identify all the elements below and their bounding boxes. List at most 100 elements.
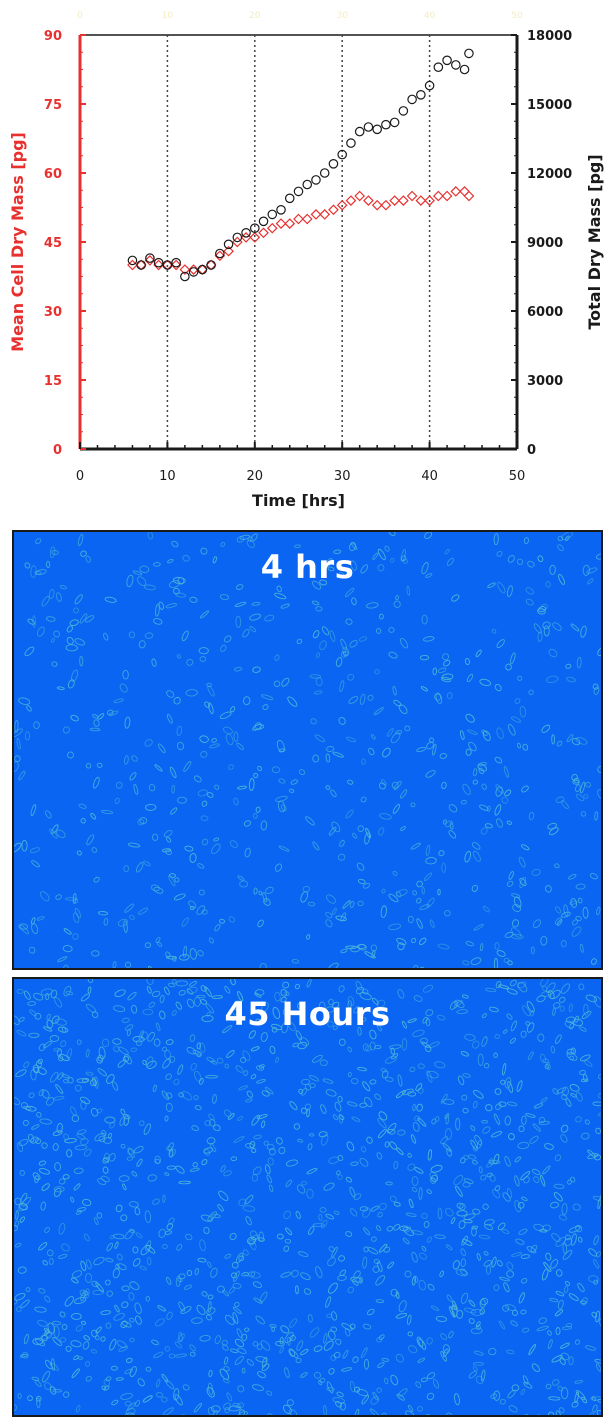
cell-shape	[461, 1235, 469, 1246]
cell-shape	[318, 1001, 326, 1013]
cell-shape	[362, 882, 371, 889]
cell-shape	[544, 1064, 550, 1070]
cell-shape	[93, 1256, 105, 1266]
cell-shape	[325, 919, 333, 928]
cell-shape	[108, 1153, 116, 1162]
cell-shape	[471, 1225, 479, 1230]
cell-shape	[547, 1330, 552, 1336]
cell-shape	[316, 652, 321, 658]
cell-shape	[176, 1243, 183, 1251]
series-0-point	[406, 190, 418, 202]
cell-shape	[547, 822, 557, 830]
cell-shape	[280, 804, 287, 812]
cell-shape	[527, 1051, 534, 1060]
cell-shape	[359, 1276, 363, 1284]
cell-shape	[243, 1070, 249, 1076]
cell-shape	[533, 623, 542, 634]
cell-shape	[255, 1065, 265, 1071]
cell-shape	[177, 577, 185, 585]
cell-shape	[124, 716, 131, 729]
cell-shape	[571, 737, 581, 746]
cell-shape	[485, 987, 497, 992]
cell-shape	[595, 1310, 601, 1323]
cell-shape	[135, 862, 144, 873]
cell-shape	[269, 1323, 277, 1328]
cell-shape	[314, 734, 326, 743]
cell-shape	[404, 1270, 412, 1278]
cell-shape	[158, 601, 165, 610]
cell-shape	[14, 1015, 20, 1026]
cell-shape	[214, 1335, 221, 1345]
cell-shape	[318, 1213, 323, 1221]
cell-shape	[230, 706, 236, 713]
cell-shape	[182, 555, 190, 562]
cell-shape	[237, 1385, 245, 1393]
cell-shape	[276, 740, 285, 752]
cell-shape	[206, 1387, 215, 1398]
cell-shape	[322, 1078, 334, 1084]
cell-shape	[16, 1306, 22, 1313]
cell-shape	[558, 1214, 568, 1221]
cell-shape	[508, 1133, 515, 1141]
cell-shape	[443, 659, 451, 667]
cell-shape	[323, 1333, 328, 1344]
cell-shape	[482, 905, 490, 913]
cell-shape	[85, 1003, 97, 1013]
x-top-tick-label-10: 10	[162, 11, 174, 21]
cell-shape	[232, 1312, 239, 1324]
cell-shape	[518, 856, 526, 868]
cell-shape	[472, 1366, 478, 1372]
cell-shape	[362, 1043, 369, 1052]
cell-shape	[155, 603, 160, 617]
cell-shape	[106, 1242, 113, 1252]
cell-shape	[575, 1390, 586, 1401]
cell-shape	[205, 1314, 212, 1321]
cell-shape	[300, 1348, 309, 1356]
cell-shape	[376, 1152, 383, 1160]
series-1-point	[319, 168, 330, 178]
x-top-tick-label-20: 20	[249, 11, 261, 21]
cell-shape	[363, 1358, 370, 1370]
cell-shape	[45, 1332, 53, 1339]
cell-shape	[210, 1405, 221, 1413]
cell-shape	[237, 785, 247, 790]
cell-shape	[33, 1066, 40, 1074]
cell-shape	[466, 673, 474, 683]
cell-shape	[264, 614, 275, 622]
cell-shape	[275, 1137, 283, 1145]
cell-shape	[326, 1381, 334, 1394]
cell-shape	[14, 1224, 18, 1232]
cell-shape	[568, 1293, 579, 1301]
cell-shape	[512, 1309, 518, 1316]
cell-shape	[148, 1001, 155, 1008]
cell-shape	[393, 600, 401, 608]
cell-shape	[488, 1347, 497, 1356]
cell-shape	[353, 1408, 360, 1415]
cell-shape	[427, 1149, 433, 1161]
cell-shape	[63, 1133, 69, 1141]
cell-shape	[142, 1059, 147, 1066]
cell-shape	[289, 1318, 297, 1328]
cell-shape	[520, 1309, 527, 1315]
cell-shape	[518, 1292, 525, 1304]
cell-shape	[153, 618, 163, 625]
cell-shape	[393, 1223, 401, 1231]
cell-shape	[117, 1263, 127, 1271]
cell-shape	[340, 948, 348, 954]
cell-shape	[478, 762, 487, 767]
cell-shape	[516, 558, 524, 565]
cell-shape	[70, 1106, 77, 1116]
cell-shape	[128, 1292, 135, 1301]
cell-shape	[70, 714, 79, 722]
series-1-point	[372, 124, 382, 135]
cell-shape	[327, 1020, 334, 1028]
cell-shape	[31, 1376, 40, 1381]
cell-shape	[228, 764, 234, 770]
cell-shape	[174, 1353, 188, 1358]
cell-shape	[138, 1030, 144, 1040]
cell-shape	[530, 946, 535, 955]
cell-shape	[584, 1119, 590, 1125]
cell-shape	[178, 989, 186, 996]
cell-shape	[357, 1066, 367, 1072]
cell-shape	[523, 1381, 533, 1389]
